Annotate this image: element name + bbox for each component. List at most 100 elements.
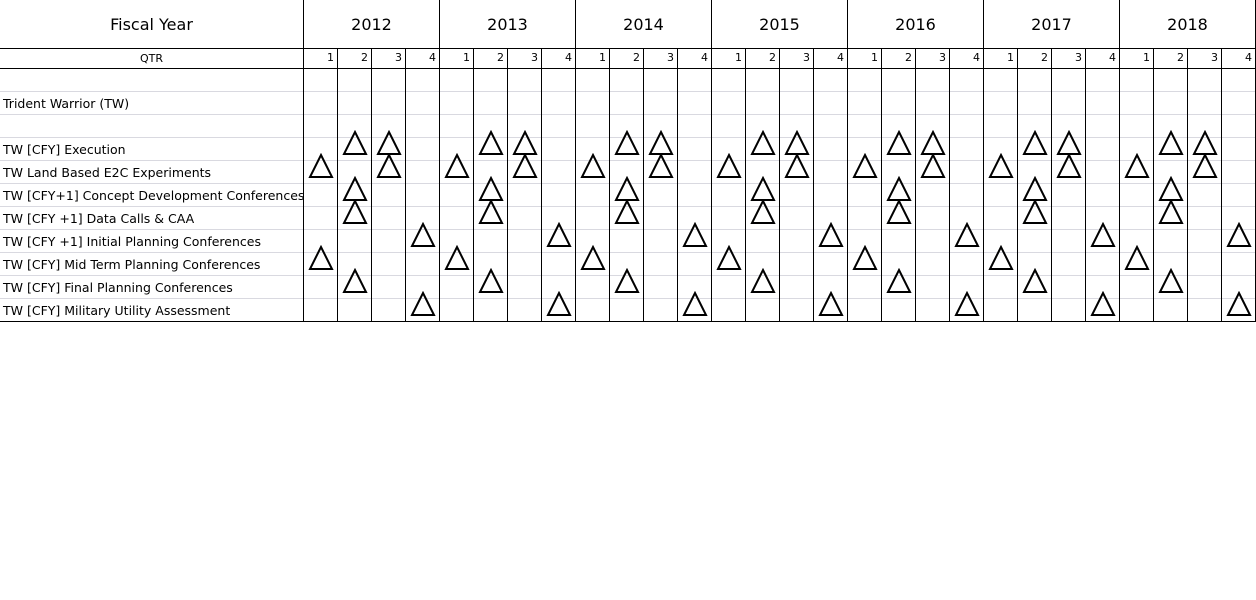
quarter-number: 3 bbox=[803, 51, 810, 64]
quarter-divider bbox=[507, 49, 508, 322]
milestone-triangle-icon bbox=[852, 153, 878, 178]
milestone-triangle-icon bbox=[308, 245, 334, 270]
quarter-number: 2 bbox=[361, 51, 368, 64]
milestone-triangle-icon bbox=[1022, 130, 1048, 155]
qtr-header: QTR bbox=[139, 52, 164, 65]
milestone-triangle-icon bbox=[1022, 268, 1048, 293]
milestone-triangle-icon bbox=[886, 199, 912, 224]
milestone-triangle-icon bbox=[988, 245, 1014, 270]
milestone-triangle-icon bbox=[614, 268, 640, 293]
milestone-triangle-icon bbox=[682, 222, 708, 247]
milestone-triangle-icon bbox=[648, 153, 674, 178]
quarter-divider bbox=[779, 49, 780, 322]
quarter-divider bbox=[1187, 49, 1188, 322]
milestone-triangle-icon bbox=[614, 199, 640, 224]
quarter-number: 2 bbox=[905, 51, 912, 64]
year-divider bbox=[711, 0, 712, 322]
schedule-spreadsheet: Fiscal Year QTR 2012 1 2 3 4 2013 1 2 3 4 2014 1 2 3 4… bbox=[0, 0, 1256, 322]
milestone-triangle-icon bbox=[376, 130, 402, 155]
quarter-number: 3 bbox=[939, 51, 946, 64]
milestone-triangle-icon bbox=[1056, 153, 1082, 178]
quarter-number: 1 bbox=[1143, 51, 1150, 64]
row-label: TW [CFY+1] Concept Development Conferenc… bbox=[3, 188, 305, 203]
quarter-number: 1 bbox=[463, 51, 470, 64]
milestone-triangle-icon bbox=[750, 268, 776, 293]
milestone-triangle-icon bbox=[954, 222, 980, 247]
quarter-number: 4 bbox=[973, 51, 980, 64]
milestone-triangle-icon bbox=[1226, 222, 1252, 247]
row-label: TW [CFY] Final Planning Conferences bbox=[3, 280, 233, 295]
quarter-divider bbox=[813, 49, 814, 322]
milestone-triangle-icon bbox=[988, 153, 1014, 178]
milestone-triangle-icon bbox=[512, 153, 538, 178]
milestone-triangle-icon bbox=[342, 268, 368, 293]
row-gridline bbox=[0, 137, 1256, 138]
quarter-divider bbox=[371, 49, 372, 322]
quarter-divider bbox=[1153, 49, 1154, 322]
row-gridline bbox=[0, 252, 1256, 253]
quarter-divider bbox=[1221, 49, 1222, 322]
milestone-triangle-icon bbox=[784, 130, 810, 155]
quarter-number: 2 bbox=[633, 51, 640, 64]
milestone-triangle-icon bbox=[342, 199, 368, 224]
label-column-border bbox=[303, 0, 304, 322]
milestone-triangle-icon bbox=[342, 176, 368, 201]
row-gridline bbox=[0, 183, 1256, 184]
milestone-triangle-icon bbox=[716, 245, 742, 270]
quarter-number: 4 bbox=[701, 51, 708, 64]
milestone-triangle-icon bbox=[444, 153, 470, 178]
row-label: TW [CFY +1] Initial Planning Conferences bbox=[3, 234, 261, 249]
milestone-triangle-icon bbox=[920, 153, 946, 178]
milestone-triangle-icon bbox=[512, 130, 538, 155]
quarter-divider bbox=[473, 49, 474, 322]
year-header-2014: 2014 bbox=[623, 14, 664, 34]
quarter-number: 1 bbox=[735, 51, 742, 64]
quarter-number: 2 bbox=[1041, 51, 1048, 64]
milestone-triangle-icon bbox=[784, 153, 810, 178]
milestone-triangle-icon bbox=[478, 199, 504, 224]
milestone-triangle-icon bbox=[1022, 199, 1048, 224]
milestone-triangle-icon bbox=[478, 130, 504, 155]
row-gridline bbox=[0, 206, 1256, 207]
quarter-divider bbox=[677, 49, 678, 322]
milestone-triangle-icon bbox=[546, 291, 572, 316]
milestone-triangle-icon bbox=[614, 176, 640, 201]
milestone-triangle-icon bbox=[1158, 176, 1184, 201]
milestone-triangle-icon bbox=[580, 245, 606, 270]
milestone-triangle-icon bbox=[580, 153, 606, 178]
milestone-triangle-icon bbox=[818, 222, 844, 247]
quarter-number: 2 bbox=[497, 51, 504, 64]
milestone-triangle-icon bbox=[1124, 245, 1150, 270]
milestone-triangle-icon bbox=[478, 176, 504, 201]
milestone-triangle-icon bbox=[342, 130, 368, 155]
quarter-divider bbox=[541, 49, 542, 322]
milestone-triangle-icon bbox=[716, 153, 742, 178]
row-gridline bbox=[0, 229, 1256, 230]
year-header-2018: 2018 bbox=[1167, 14, 1208, 34]
header-border bbox=[0, 48, 1256, 49]
milestone-triangle-icon bbox=[682, 291, 708, 316]
quarter-number: 1 bbox=[871, 51, 878, 64]
milestone-triangle-icon bbox=[546, 222, 572, 247]
quarter-divider bbox=[609, 49, 610, 322]
milestone-triangle-icon bbox=[1090, 222, 1116, 247]
milestone-triangle-icon bbox=[818, 291, 844, 316]
row-label: Trident Warrior (TW) bbox=[3, 96, 130, 111]
milestone-triangle-icon bbox=[444, 245, 470, 270]
milestone-triangle-icon bbox=[954, 291, 980, 316]
quarter-divider bbox=[337, 49, 338, 322]
milestone-triangle-icon bbox=[1022, 176, 1048, 201]
milestone-triangle-icon bbox=[1090, 291, 1116, 316]
milestone-triangle-icon bbox=[308, 153, 334, 178]
year-header-2015: 2015 bbox=[759, 14, 800, 34]
year-header-2017: 2017 bbox=[1031, 14, 1072, 34]
quarter-number: 2 bbox=[1177, 51, 1184, 64]
milestone-triangle-icon bbox=[1226, 291, 1252, 316]
quarter-number: 4 bbox=[429, 51, 436, 64]
quarter-divider bbox=[1051, 49, 1052, 322]
row-gridline bbox=[0, 91, 1256, 92]
milestone-triangle-icon bbox=[1158, 130, 1184, 155]
quarter-number: 3 bbox=[1211, 51, 1218, 64]
milestone-triangle-icon bbox=[1192, 130, 1218, 155]
year-divider bbox=[1119, 0, 1120, 322]
